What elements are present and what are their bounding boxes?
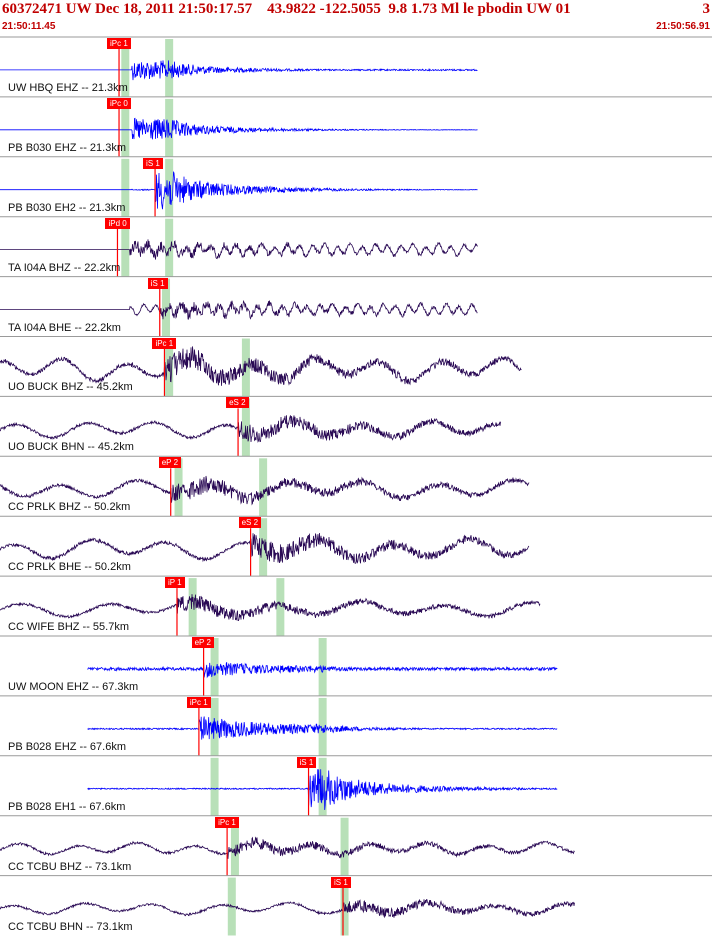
arrival-band [121, 39, 130, 97]
arrival-band [121, 218, 130, 277]
pick-label[interactable]: iS 1 [143, 157, 163, 169]
arrival-band [259, 458, 268, 517]
station-label: UO BUCK BHN -- 45.2km [8, 441, 134, 454]
station-label: TA I04A BHE -- 22.2km [8, 321, 121, 334]
waveform [0, 836, 575, 859]
waveform [0, 299, 478, 320]
station-label: CC TCBU BHN -- 73.1km [8, 920, 133, 933]
waveform [87, 662, 558, 679]
trace-panel [0, 515, 712, 577]
arrival-band [210, 757, 219, 816]
waveform [0, 60, 478, 81]
start-time: 21:50:11.45 [2, 21, 56, 32]
pick-label[interactable]: iPc 1 [186, 696, 211, 708]
trace-panel [0, 36, 712, 97]
event-title: 60372471 UW Dec 18, 2011 21:50:17.57 43.… [2, 1, 571, 17]
pick-label[interactable]: iPd 0 [105, 217, 130, 229]
pick-label[interactable]: iS 1 [296, 756, 317, 768]
arrival-band [276, 578, 285, 636]
waveform [87, 716, 558, 740]
station-label: UW HBQ EHZ -- 21.3km [8, 81, 128, 94]
trace-panel [0, 635, 712, 696]
pick-label[interactable]: iPc 1 [152, 337, 177, 349]
waveform [0, 532, 530, 564]
arrival-band [318, 638, 327, 696]
waveform [0, 475, 530, 506]
trace-panel [0, 455, 712, 517]
arrival-band [318, 697, 327, 756]
station-label: CC TCBU BHZ -- 73.1km [8, 860, 132, 873]
station-label: CC PRLK BHE -- 50.2km [8, 561, 131, 574]
arrival-band [165, 218, 174, 277]
waveform [0, 898, 575, 919]
trace-panel [0, 336, 712, 397]
arrival-band [230, 817, 239, 876]
waveform [0, 594, 541, 621]
station-label: UW MOON EHZ -- 67.3km [8, 680, 139, 693]
pick-label[interactable]: eP 2 [191, 637, 214, 648]
arrival-band [259, 518, 268, 577]
pick-label[interactable]: eP 2 [158, 457, 182, 469]
station-label: CC WIFE BHZ -- 55.7km [8, 621, 130, 633]
trace-panel [0, 875, 712, 936]
trace-panel [0, 216, 712, 277]
waveform [0, 346, 522, 386]
arrival-band [340, 817, 349, 876]
pick-label[interactable]: iS 1 [331, 876, 351, 888]
trace-panel [0, 755, 712, 816]
arrival-band [121, 98, 130, 157]
station-label: UO BUCK BHZ -- 45.2km [8, 381, 133, 394]
arrival-band [121, 158, 130, 217]
trace-panel [0, 276, 712, 337]
station-label: PB B030 EHZ -- 21.3km [8, 141, 126, 154]
waveform [0, 415, 502, 443]
trace-panel [0, 575, 712, 636]
station-label: PB B028 EHZ -- 67.6km [8, 740, 126, 753]
trace-panel [0, 96, 712, 157]
station-label: CC PRLK BHZ -- 50.2km [8, 501, 131, 514]
pick-label[interactable]: iS 1 [147, 277, 168, 289]
station-label: PB B030 EH2 -- 21.3km [8, 201, 126, 214]
trace-panel [0, 395, 712, 457]
page-number: 3 [702, 1, 711, 17]
waveform [0, 117, 478, 140]
pick-label[interactable]: eS 2 [238, 517, 262, 529]
arrival-band [188, 578, 197, 636]
station-label: TA I04A BHZ -- 22.2km [8, 261, 121, 274]
trace-panel [0, 815, 712, 876]
waveform [87, 769, 558, 810]
pick-label[interactable]: eS 2 [226, 397, 249, 409]
end-time: 21:50:56.91 [656, 21, 710, 32]
arrival-band [210, 638, 219, 696]
waveform [0, 239, 478, 260]
trace-panel [0, 695, 712, 756]
pick-label[interactable]: iP 1 [164, 577, 185, 589]
waveform [0, 171, 478, 210]
trace-panel [0, 156, 712, 217]
pick-label[interactable]: iPc 1 [215, 816, 239, 828]
pick-label[interactable]: iPc 0 [107, 97, 131, 109]
station-label: PB B028 EH1 -- 67.6km [8, 800, 126, 813]
pick-label[interactable]: iPc 1 [107, 38, 131, 49]
